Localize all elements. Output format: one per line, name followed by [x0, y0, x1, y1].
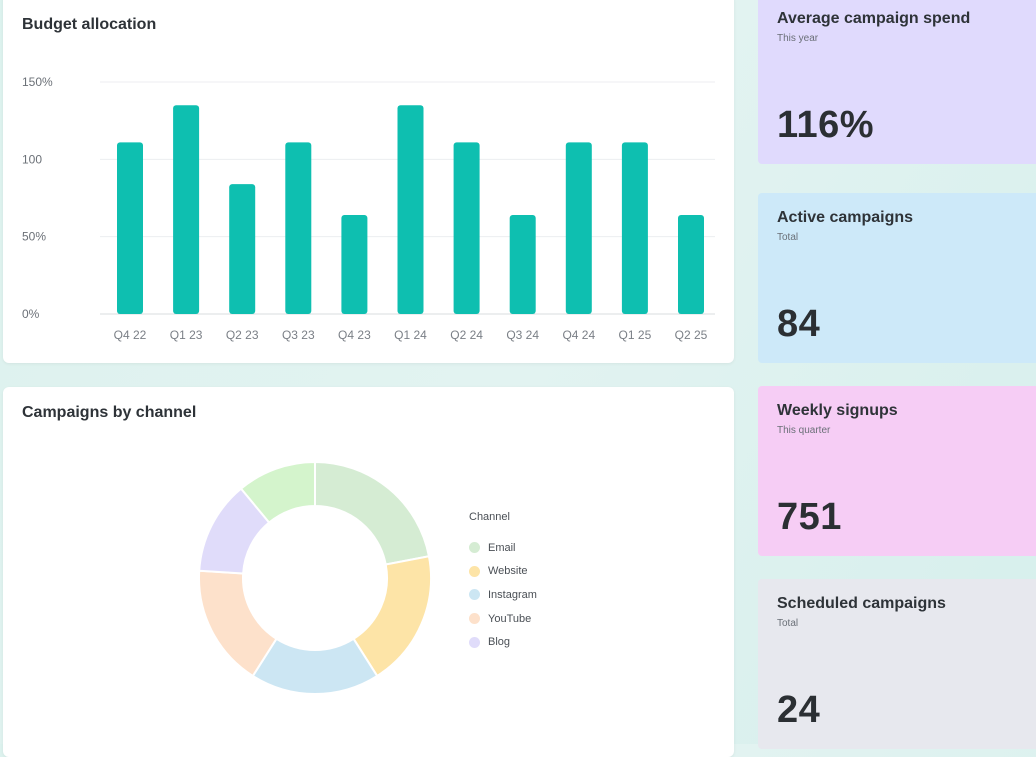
x-tick-label: Q3 23	[282, 328, 315, 342]
donut-slice-email	[314, 460, 431, 566]
legend-swatch	[469, 565, 480, 577]
bar	[509, 215, 536, 314]
legend-swatch	[469, 542, 480, 554]
legend-label: Blog	[488, 636, 511, 649]
x-tick-label: Q2 24	[450, 328, 483, 342]
legend-item[interactable]: Instagram	[469, 583, 537, 607]
stat-title: Scheduled campaigns	[777, 595, 946, 612]
stat-value: 24	[777, 689, 821, 731]
legend-item[interactable]: YouTube	[469, 607, 537, 631]
donut-chart	[198, 460, 432, 695]
bar	[565, 142, 592, 314]
x-tick-label: Q4 24	[562, 328, 595, 342]
x-tick-label: Q4 23	[338, 328, 371, 342]
stat-title: Weekly signups	[777, 402, 898, 419]
x-tick-label: Q3 24	[506, 328, 539, 342]
bar	[229, 184, 256, 314]
x-tick-label: Q1 25	[619, 328, 652, 342]
stat-subtitle: Total	[777, 618, 799, 629]
bar	[678, 215, 704, 314]
legend-label: Website	[488, 565, 528, 578]
x-tick-label: Q1 23	[170, 328, 203, 342]
donut-slice-other	[239, 460, 316, 524]
chart-legend: Channel Email Website Instagram YouTube Blog	[469, 511, 537, 654]
x-tick-label: Q2 25	[675, 328, 708, 342]
legend-swatch	[469, 636, 480, 648]
card-title: Campaigns by channel	[22, 404, 197, 421]
stat-card-average-campaign-spend: Average campaign spend This year 116%	[758, 0, 1036, 164]
y-tick-label: 100	[22, 152, 42, 166]
bar	[117, 142, 143, 314]
stat-value: 751	[777, 496, 842, 538]
stat-value: 84	[777, 303, 821, 345]
legend-swatch	[469, 589, 480, 601]
legend-item[interactable]: Email	[469, 536, 537, 560]
stat-card-active-campaigns: Active campaigns Total 84	[758, 193, 1036, 363]
legend-label: Email	[488, 541, 516, 554]
stat-subtitle: This year	[777, 33, 819, 44]
budget-allocation-card: Budget allocation 0% 50% 100 150% Q4 22 Q1 23…	[3, 0, 734, 363]
y-tick-label: 0%	[22, 307, 40, 321]
bar	[397, 105, 424, 314]
legend-label: Instagram	[488, 588, 537, 601]
legend-item[interactable]: Website	[469, 560, 537, 584]
campaigns-by-channel-card: Campaigns by channel Channel Email Websit…	[3, 387, 734, 757]
bar	[621, 142, 648, 314]
stat-title: Average campaign spend	[777, 10, 971, 27]
x-tick-label: Q2 23	[226, 328, 259, 342]
stat-title: Active campaigns	[777, 209, 914, 226]
legend-title: Channel	[469, 511, 510, 523]
stat-card-weekly-signups: Weekly signups This quarter 751	[758, 386, 1036, 556]
bar	[285, 142, 312, 314]
legend-swatch	[469, 613, 480, 625]
legend-label: YouTube	[488, 612, 532, 625]
bar	[341, 215, 368, 314]
card-title: Budget allocation	[22, 16, 157, 33]
y-tick-label: 50%	[22, 230, 46, 244]
x-tick-label: Q1 24	[394, 328, 427, 342]
bar	[453, 142, 480, 314]
bar-chart: 0% 50% 100 150% Q4 22 Q1 23 Q2 23 Q3 23 Q4 23 Q1 …	[22, 75, 715, 342]
x-tick-label: Q4 22	[114, 328, 147, 342]
legend-item[interactable]: Blog	[469, 630, 537, 654]
stat-card-scheduled-campaigns: Scheduled campaigns Total 24	[758, 579, 1036, 749]
stat-subtitle: This quarter	[777, 425, 831, 436]
stat-value: 116%	[777, 104, 875, 146]
y-tick-label: 150%	[22, 75, 53, 89]
bar	[173, 105, 200, 314]
stat-subtitle: Total	[777, 232, 799, 243]
